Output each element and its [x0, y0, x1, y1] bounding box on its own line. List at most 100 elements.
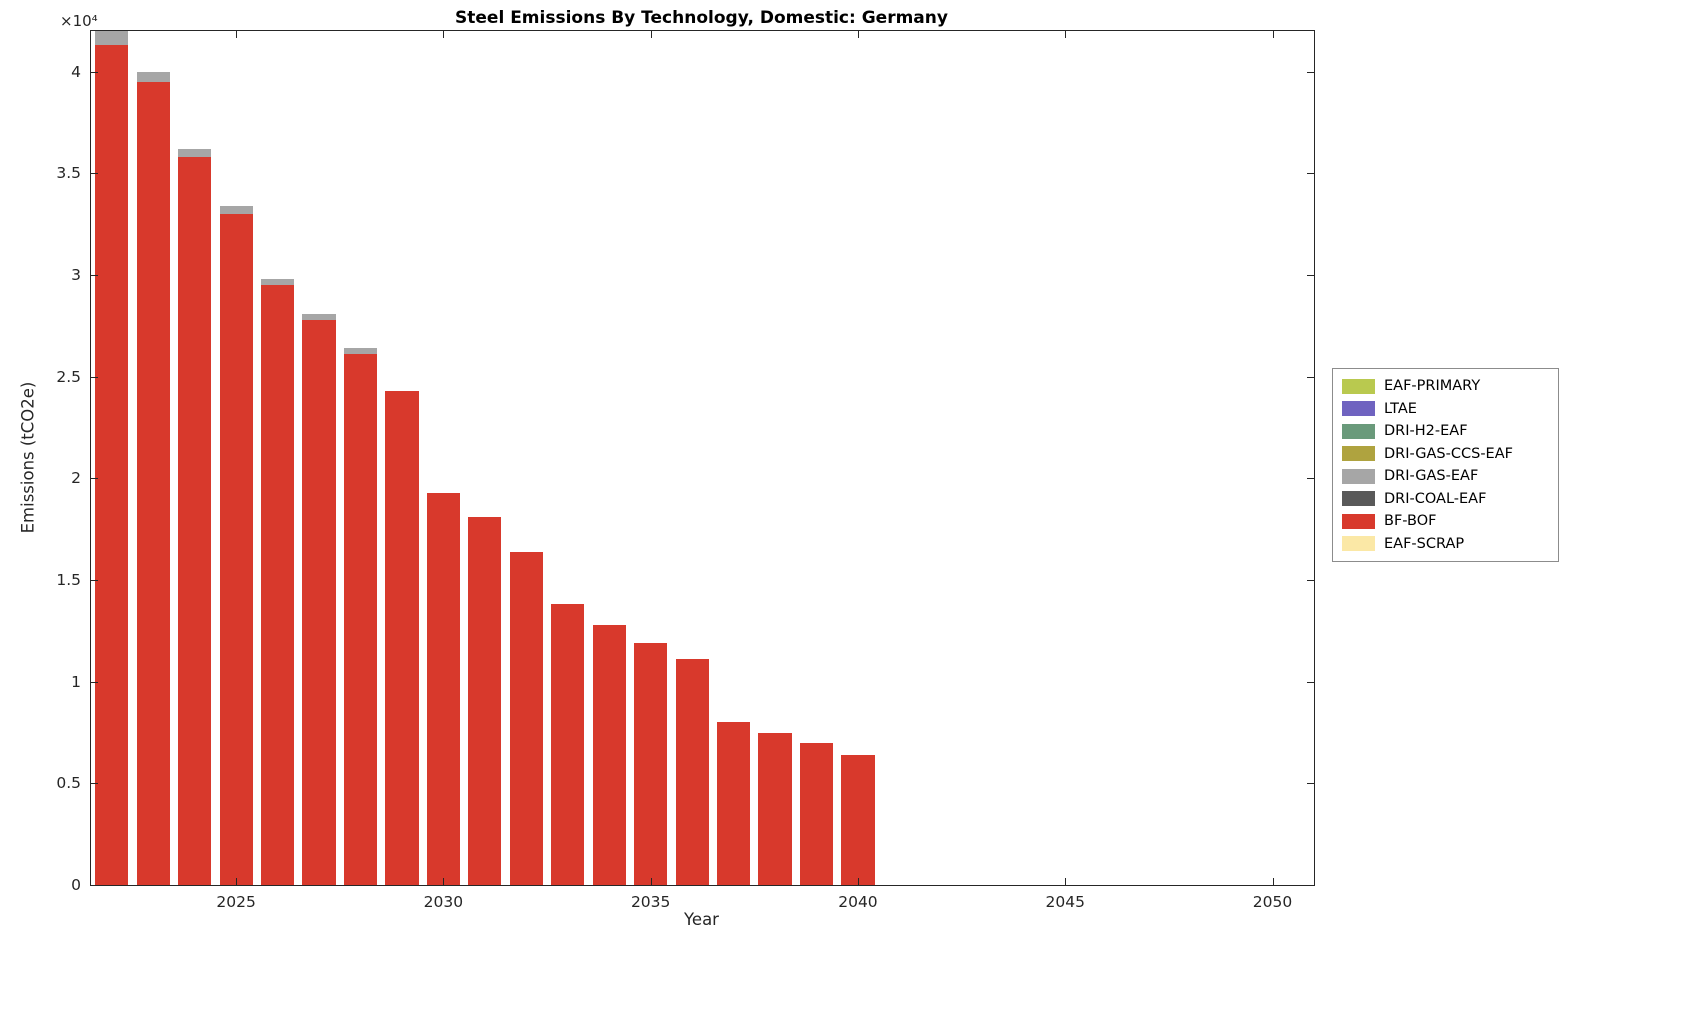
axis-tick	[1307, 681, 1314, 683]
bar-segment-dri-gas-eaf	[178, 148, 212, 158]
axis-tick	[91, 580, 98, 581]
bar-segment-dri-gas-eaf	[302, 313, 336, 320]
bar-segment-bf-bof	[302, 319, 336, 885]
bar-segment-bf-bof	[219, 214, 253, 885]
y-tick-label: 1	[71, 672, 81, 691]
bar-segment-bf-bof	[841, 754, 875, 885]
axis-tick	[91, 376, 98, 378]
y-tick-label: 0.5	[56, 774, 81, 793]
bar-segment-dri-gas-eaf	[260, 279, 295, 286]
axis-tick	[1065, 31, 1067, 38]
axis-tick	[91, 275, 98, 276]
y-tick-label: 3.5	[56, 164, 81, 183]
y-tick-label: 0	[71, 876, 81, 894]
legend-swatch	[1342, 513, 1375, 529]
x-tick-label: 2025	[216, 893, 256, 911]
bar-segment-bf-bof	[343, 354, 378, 885]
bar-segment-bf-bof	[426, 492, 460, 885]
axis-tick	[91, 885, 98, 886]
bar-segment-bf-bof	[592, 624, 626, 885]
axis-tick	[857, 878, 859, 885]
legend-label: DRI-H2-EAF	[1384, 423, 1468, 440]
bar-segment-bf-bof	[136, 81, 170, 885]
axis-tick	[650, 878, 652, 885]
legend-item-eaf-primary: EAF-PRIMARY	[1333, 375, 1558, 398]
bar-segment-bf-bof	[717, 722, 751, 885]
legend-item-dri-coal-eaf: DRI-COAL-EAF	[1333, 488, 1558, 511]
y-axis-multiplier: ×10⁴	[60, 12, 98, 30]
axis-tick	[1307, 71, 1314, 73]
legend-swatch	[1342, 446, 1375, 462]
bar-segment-bf-bof	[551, 604, 585, 885]
legend-label: LTAE	[1384, 400, 1417, 417]
bar-segment-bf-bof	[758, 732, 792, 885]
axis-tick	[1065, 878, 1067, 885]
legend-swatch	[1342, 401, 1375, 417]
legend-swatch	[1342, 536, 1375, 552]
plot-area: 2025 2030 2035 2040 2045 2050 0 0.5 1 1.5 2 2.5 3 3.5…	[56, 30, 1315, 911]
axis-tick	[1307, 885, 1314, 886]
x-tick-label: 2040	[838, 893, 878, 911]
axis-tick	[91, 681, 98, 683]
legend-label: DRI-GAS-CCS-EAF	[1384, 445, 1513, 462]
axis-tick	[1307, 478, 1314, 480]
axis-tick	[91, 71, 98, 73]
bar-segment-dri-gas-eaf	[136, 71, 170, 82]
bar-segment-bf-bof	[799, 742, 834, 885]
axis-tick	[1307, 376, 1314, 378]
legend-label: EAF-SCRAP	[1384, 535, 1465, 552]
legend-item-dri-h2-eaf: DRI-H2-EAF	[1333, 420, 1558, 443]
axis-tick	[236, 878, 238, 885]
axis-tick	[236, 31, 238, 38]
chart-title: Steel Emissions By Technology, Domestic:…	[455, 8, 948, 28]
legend-swatch	[1342, 378, 1375, 394]
axis-tick	[443, 31, 445, 38]
legend-label: BF-BOF	[1384, 513, 1437, 530]
bar-segment-dri-gas-eaf	[95, 31, 129, 46]
bar-segment-bf-bof	[95, 45, 129, 885]
legend-swatch	[1342, 468, 1375, 484]
axis-tick	[443, 878, 445, 885]
axis-tick	[1272, 878, 1274, 885]
y-tick-label: 2	[71, 469, 81, 488]
axis-tick	[91, 783, 98, 785]
x-tick-label: 2045	[1045, 893, 1085, 911]
bar-segment-dri-gas-eaf	[343, 348, 378, 355]
x-tick-label: 2035	[630, 893, 671, 911]
bar-segment-bf-bof	[634, 643, 668, 885]
legend-label: DRI-COAL-EAF	[1384, 490, 1487, 507]
axis-tick	[1272, 31, 1274, 38]
x-tick-label: 2050	[1252, 893, 1293, 911]
bar-segment-bf-bof	[675, 659, 709, 885]
y-tick-label: 2.5	[56, 367, 81, 386]
x-axis-label: Year	[684, 910, 719, 929]
legend-item-eaf-scrap: EAF-SCRAP	[1333, 533, 1558, 556]
axis-tick	[1307, 173, 1314, 175]
bar-segment-bf-bof	[468, 516, 502, 885]
legend-swatch	[1342, 423, 1375, 439]
axis-tick	[91, 173, 98, 175]
axis-tick	[1307, 275, 1314, 276]
legend-label: EAF-PRIMARY	[1384, 378, 1481, 395]
y-tick-label: 4	[71, 62, 81, 81]
axis-tick	[91, 478, 98, 480]
legend-item-bf-bof: BF-BOF	[1333, 510, 1558, 533]
bar-segment-bf-bof	[178, 157, 212, 885]
legend-item-dri-gas-ccs-eaf: DRI-GAS-CCS-EAF	[1333, 443, 1558, 466]
legend-item-dri-gas-eaf: DRI-GAS-EAF	[1333, 465, 1558, 488]
axis-tick	[650, 31, 652, 38]
y-tick-label: 3	[71, 266, 81, 284]
axis-tick	[857, 31, 859, 38]
legend-swatch	[1342, 491, 1375, 507]
legend-item-ltae: LTAE	[1333, 398, 1558, 421]
axis-tick	[1307, 580, 1314, 581]
legend-label: DRI-GAS-EAF	[1384, 468, 1479, 485]
bar-segment-bf-bof	[509, 551, 543, 885]
legend: EAF-PRIMARY LTAE DRI-H2-EAF DRI-GAS-CCS-EAF…	[1332, 368, 1559, 562]
y-axis-label: Emissions (tCO2e)	[18, 381, 38, 534]
axis-tick	[1307, 783, 1314, 785]
bar-segment-bf-bof	[385, 390, 419, 885]
bar-segment-dri-gas-eaf	[219, 205, 253, 214]
bar-segment-bf-bof	[260, 285, 295, 885]
